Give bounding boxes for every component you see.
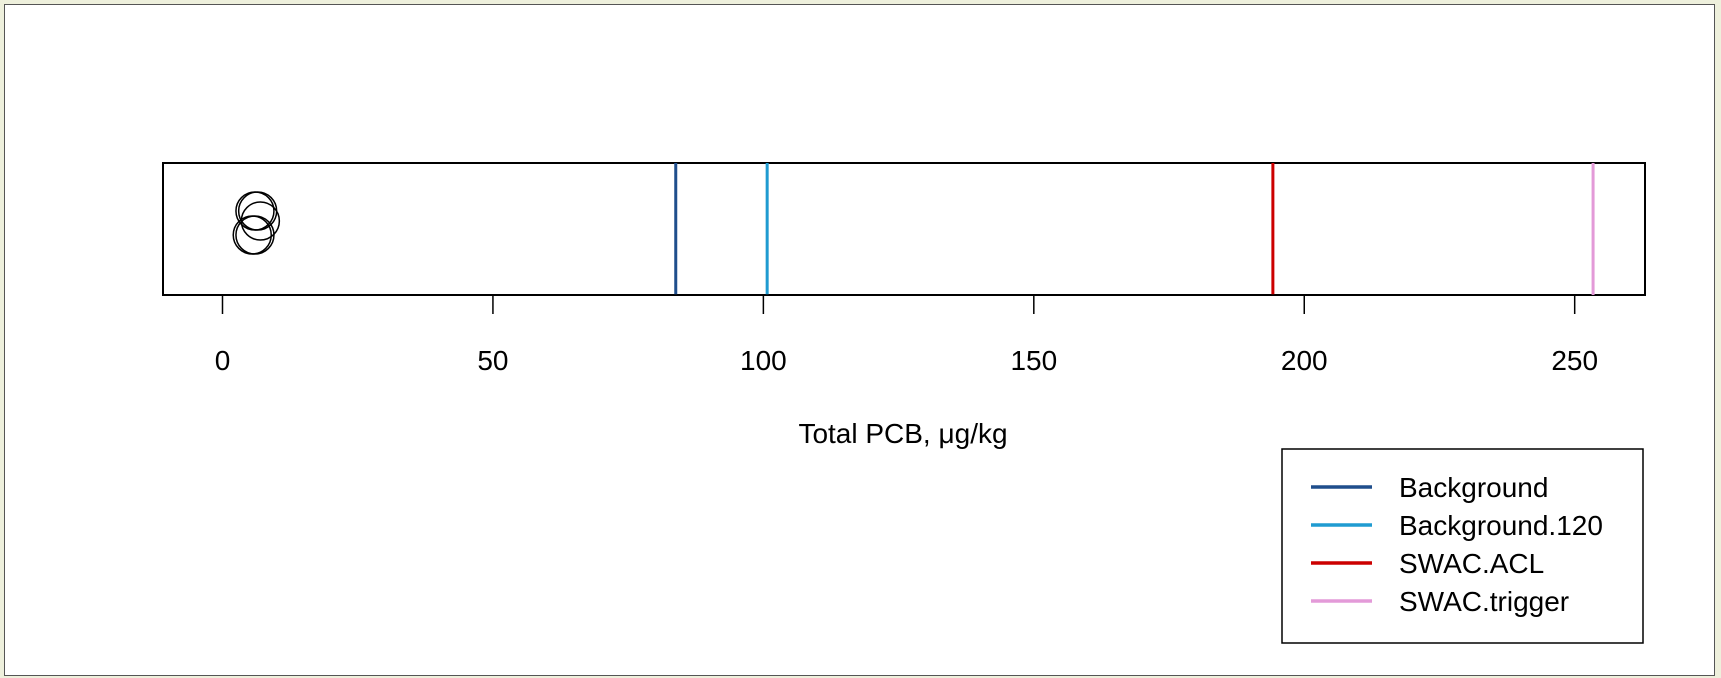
- legend: Background Background.120 SWAC.ACL SWAC.tri…: [1281, 448, 1644, 644]
- legend-label: Background.120: [1399, 510, 1603, 541]
- legend-label: Background: [1399, 472, 1548, 503]
- x-tick-label: 100: [740, 345, 787, 376]
- x-tick-label: 0: [215, 345, 231, 376]
- plot-box: [162, 162, 1646, 296]
- data-points: [232, 191, 281, 255]
- x-tick-label: 250: [1551, 345, 1598, 376]
- legend-items: Background Background.120 SWAC.ACL SWAC.tri…: [1311, 472, 1603, 617]
- legend-label: SWAC.ACL: [1399, 548, 1544, 579]
- data-point: [235, 215, 275, 255]
- x-tick-label: 200: [1281, 345, 1328, 376]
- x-axis: 0 50 100 150 200 250: [215, 294, 1598, 376]
- x-axis-label: Total PCB, μg/kg: [798, 418, 1007, 449]
- legend-label: SWAC.trigger: [1399, 586, 1569, 617]
- x-tick-label: 150: [1010, 345, 1057, 376]
- x-tick-label: 50: [477, 345, 508, 376]
- data-point: [232, 215, 272, 255]
- reference-lines: [674, 163, 1595, 295]
- legend-box: [1281, 448, 1644, 644]
